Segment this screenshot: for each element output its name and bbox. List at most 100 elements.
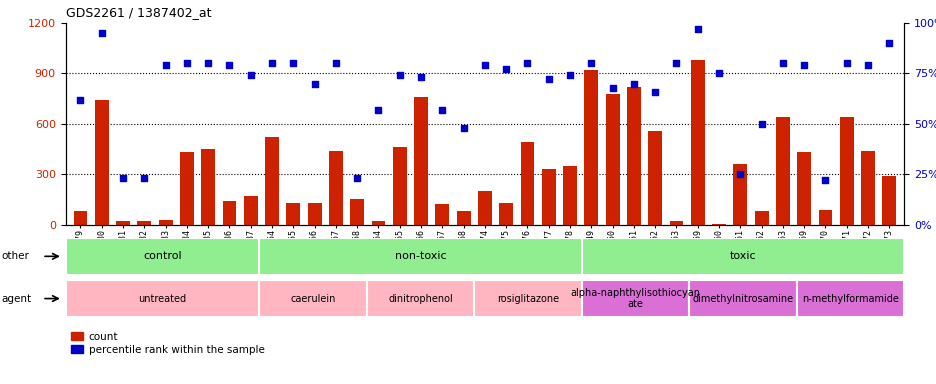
Bar: [733, 164, 746, 225]
Bar: [581, 238, 903, 275]
Bar: [392, 147, 406, 225]
Bar: [95, 100, 109, 225]
Bar: [223, 201, 236, 225]
Bar: [477, 191, 491, 225]
Bar: [775, 117, 789, 225]
Bar: [882, 176, 895, 225]
Text: n-methylformamide: n-methylformamide: [801, 293, 898, 304]
Text: other: other: [1, 251, 29, 262]
Point: [690, 26, 705, 32]
Point: [519, 60, 534, 66]
Text: toxic: toxic: [729, 251, 755, 262]
Point: [413, 74, 428, 81]
Bar: [265, 137, 279, 225]
Bar: [201, 149, 215, 225]
Bar: [138, 221, 151, 225]
Bar: [499, 203, 513, 225]
Text: GDS2261 / 1387402_at: GDS2261 / 1387402_at: [66, 6, 211, 19]
Bar: [581, 280, 689, 317]
Text: non-toxic: non-toxic: [394, 251, 446, 262]
Point: [498, 66, 513, 73]
Bar: [350, 199, 364, 225]
Bar: [690, 60, 704, 225]
Bar: [753, 211, 768, 225]
Bar: [74, 211, 87, 225]
Point: [881, 40, 896, 46]
Point: [583, 60, 598, 66]
Point: [200, 60, 215, 66]
Bar: [796, 280, 903, 317]
Point: [775, 60, 790, 66]
Bar: [541, 169, 555, 225]
Point: [839, 60, 854, 66]
Text: control: control: [143, 251, 182, 262]
Bar: [158, 220, 172, 225]
Bar: [474, 280, 581, 317]
Point: [817, 177, 832, 184]
Point: [456, 125, 471, 131]
Bar: [66, 238, 259, 275]
Bar: [839, 117, 853, 225]
Bar: [286, 203, 300, 225]
Point: [541, 76, 556, 83]
Bar: [648, 131, 662, 225]
Point: [328, 60, 343, 66]
Bar: [626, 87, 640, 225]
Bar: [259, 238, 581, 275]
Bar: [860, 151, 874, 225]
Bar: [711, 224, 725, 225]
Bar: [414, 97, 428, 225]
Bar: [669, 221, 682, 225]
Point: [179, 60, 194, 66]
Text: dinitrophenol: dinitrophenol: [388, 293, 452, 304]
Point: [434, 107, 449, 113]
Text: caerulein: caerulein: [290, 293, 335, 304]
Bar: [66, 280, 259, 317]
Legend: count, percentile rank within the sample: count, percentile rank within the sample: [71, 332, 264, 355]
Bar: [435, 205, 448, 225]
Point: [392, 73, 407, 79]
Point: [243, 73, 258, 79]
Point: [73, 97, 88, 103]
Text: untreated: untreated: [139, 293, 186, 304]
Bar: [243, 196, 257, 225]
Bar: [259, 280, 366, 317]
Point: [95, 30, 110, 36]
Point: [476, 62, 491, 68]
Bar: [520, 142, 534, 225]
Point: [115, 175, 130, 181]
Point: [647, 89, 662, 95]
Bar: [818, 210, 831, 225]
Bar: [180, 152, 194, 225]
Text: rosiglitazone: rosiglitazone: [496, 293, 559, 304]
Text: agent: agent: [1, 293, 31, 304]
Point: [859, 62, 874, 68]
Bar: [689, 280, 796, 317]
Point: [732, 171, 747, 177]
Point: [264, 60, 279, 66]
Bar: [605, 94, 619, 225]
Point: [158, 62, 173, 68]
Bar: [116, 221, 130, 225]
Point: [668, 60, 683, 66]
Bar: [329, 151, 343, 225]
Point: [137, 175, 152, 181]
Point: [222, 62, 237, 68]
Point: [349, 175, 364, 181]
Point: [562, 73, 577, 79]
Point: [796, 62, 811, 68]
Point: [307, 81, 322, 87]
Point: [605, 84, 620, 91]
Bar: [372, 221, 385, 225]
Point: [371, 107, 386, 113]
Bar: [563, 166, 577, 225]
Bar: [307, 203, 321, 225]
Bar: [797, 152, 811, 225]
Point: [285, 60, 300, 66]
Text: dimethylnitrosamine: dimethylnitrosamine: [692, 293, 793, 304]
Bar: [456, 211, 470, 225]
Text: alpha-naphthylisothiocyan
ate: alpha-naphthylisothiocyan ate: [570, 288, 700, 310]
Bar: [584, 70, 597, 225]
Point: [753, 121, 768, 127]
Point: [710, 70, 725, 76]
